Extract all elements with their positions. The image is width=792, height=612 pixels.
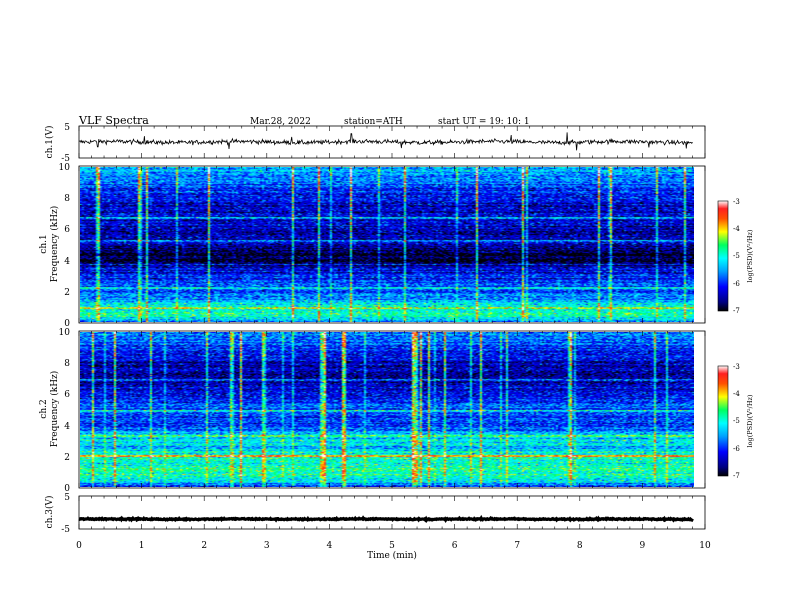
ch1-cbar-tick-m3: -3 (733, 198, 740, 206)
ch2-spectrogram-panel: 0 2 4 6 8 10 ch.2 Frequency (kHz) -3 -4 … (39, 328, 754, 494)
ch3-waveform-panel: 5 -5 ch.3(V) (44, 493, 706, 535)
ch2-cbar-label: log(PSD)(V²/Hz) (746, 394, 754, 447)
ch1-ylabel: ch.1(V) (44, 126, 55, 159)
ch2-ytick-2: 2 (64, 453, 70, 463)
time-tick-label: 2 (201, 541, 207, 551)
ch2-ytick-4: 4 (64, 422, 70, 432)
ch2-ytick-10: 10 (59, 328, 71, 338)
time-tick-label: 4 (327, 541, 333, 551)
time-tick-label: 8 (577, 541, 583, 551)
ch1-colorbar-gradient (717, 200, 729, 312)
ch1-waveform-panel: 5 -5 ch.1(V) (44, 123, 706, 164)
ch2-spec-ylabel: Frequency (kHz) (49, 371, 60, 448)
start-time-label: start UT = 19: 10: 1 (438, 117, 530, 127)
ch3-waveform-frame (78, 495, 706, 530)
ch1-ytick-4: 4 (64, 257, 70, 267)
ch3-ylabel: ch.3(V) (44, 496, 55, 529)
station-label: station=ATH (344, 117, 403, 127)
ch2-freq-tick-labels: 0 2 4 6 8 10 (59, 328, 71, 494)
ch2-cbar-tick-m7: -7 (733, 472, 740, 480)
time-tick-label: 1 (139, 541, 145, 551)
ch1-ytick-6: 6 (64, 225, 70, 235)
ch1-spectrogram-image (80, 167, 694, 322)
time-tick-label: 6 (452, 541, 458, 551)
time-axis-label: Time (min) (367, 550, 417, 561)
ch1-cbar-tick-m4: -4 (733, 225, 740, 233)
time-tick-label: 3 (264, 541, 270, 551)
ch3-ytick-top: 5 (64, 493, 70, 503)
ch2-cbar-tick-m6: -6 (733, 445, 740, 453)
time-tick-label: 5 (389, 541, 395, 551)
ch2-cbar-tick-m3: -3 (733, 363, 740, 371)
ch1-ytick-bottom: -5 (61, 154, 70, 164)
time-tick-label: 7 (514, 541, 520, 551)
ch2-spec-channel-label: ch.2 (39, 399, 49, 418)
ch1-ytick-8: 8 (64, 194, 70, 204)
ch2-ytick-6: 6 (64, 390, 70, 400)
ch1-cbar-tick-m5: -5 (733, 252, 740, 260)
ch1-spectrogram-panel: 0 2 4 6 8 10 ch.1 Frequency (kHz) -3 -4 … (39, 163, 754, 329)
time-axis-tick-labels: 0 1 2 3 4 5 6 7 8 9 10 (76, 541, 711, 551)
ch2-colorbar-gradient (717, 365, 729, 477)
ch1-ytick-10: 10 (59, 163, 71, 173)
ch2-ytick-0: 0 (64, 484, 70, 494)
ch2-colorbar: -3 -4 -5 -6 -7 log(PSD)(V²/Hz) (717, 363, 754, 480)
ch1-cbar-tick-m7: -7 (733, 307, 740, 315)
ch2-cbar-tick-m4: -4 (733, 390, 740, 398)
ch2-spectrogram-ticks (78, 331, 706, 488)
date-label: Mar.28, 2022 (250, 117, 311, 127)
ch1-colorbar: -3 -4 -5 -6 -7 log(PSD)(V²/Hz) (717, 198, 754, 315)
ch1-freq-tick-labels: 0 2 4 6 8 10 (59, 163, 71, 329)
time-tick-label: 9 (640, 541, 646, 551)
ch1-spec-ylabel: Frequency (kHz) (49, 206, 60, 283)
time-tick-label: 10 (699, 541, 711, 551)
ch1-spectrogram-ticks (78, 166, 706, 323)
ch2-cbar-tick-m5: -5 (733, 417, 740, 425)
ch1-cbar-label: log(PSD)(V²/Hz) (746, 229, 754, 282)
ch1-ytick-top: 5 (64, 123, 70, 133)
figure-title: VLF Spectra (78, 114, 149, 127)
ch1-waveform-trace (78, 132, 693, 151)
ch1-waveform-ticks (78, 126, 706, 158)
ch3-waveform-ticks (78, 496, 706, 529)
ch3-waveform-trace (78, 514, 694, 523)
ch3-ytick-bottom: -5 (61, 525, 70, 535)
ch1-ytick-2: 2 (64, 288, 70, 298)
ch1-cbar-tick-m6: -6 (733, 280, 740, 288)
ch1-ytick-0: 0 (64, 319, 70, 329)
ch1-spec-channel-label: ch.1 (39, 234, 49, 253)
ch2-ytick-8: 8 (64, 359, 70, 369)
ch2-spectrogram-image (80, 332, 694, 487)
time-tick-label: 0 (76, 541, 82, 551)
